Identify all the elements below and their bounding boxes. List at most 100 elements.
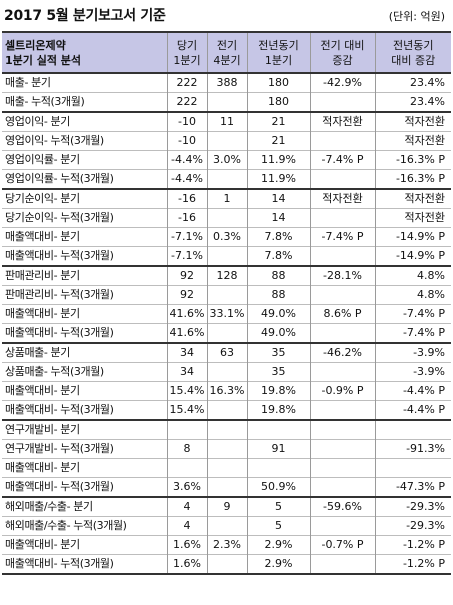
cell-current: 92 — [166, 265, 207, 286]
cell-previous: 16.3% — [206, 381, 247, 401]
cell-current: -16 — [166, 188, 207, 209]
row-label: 매출액대비- 분기 — [2, 458, 167, 478]
row-label: 매출- 누적(3개월) — [2, 92, 167, 112]
row-label: 상품매출- 누적(3개월) — [2, 362, 167, 382]
row-label: 영업이익- 분기 — [2, 111, 167, 132]
cell-qoq-change — [309, 554, 375, 575]
cell-qoq-change — [309, 246, 375, 266]
cell-qoq-change: -7.4% P — [309, 150, 375, 170]
cell-current: -10 — [166, 131, 207, 151]
header-col-yoy-change: 전년동기 대비 증감 — [374, 31, 451, 74]
cell-yoy-change: 4.8% — [374, 285, 451, 305]
table-row: 매출액대비- 분기 -7.1% 0.3% 7.8% -7.4% P -14.9% P — [2, 227, 451, 247]
cell-previous — [206, 362, 247, 382]
row-label: 매출액대비- 분기 — [2, 535, 167, 555]
cell-prior-year: 88 — [246, 285, 310, 305]
cell-yoy-change: -47.3% P — [374, 477, 451, 497]
cell-prior-year: 21 — [246, 111, 310, 132]
header-col-current: 당기 1분기 — [166, 31, 207, 74]
table-row: 매출액대비- 분기 15.4% 16.3% 19.8% -0.9% P -4.4% P — [2, 381, 451, 401]
cell-qoq-change — [309, 439, 375, 459]
cell-qoq-change — [309, 169, 375, 189]
table-row: 매출액대비- 분기 1.6% 2.3% 2.9% -0.7% P -1.2% P — [2, 535, 451, 555]
header-row: 셀트리온제약 1분기 실적 분석 당기 1분기 전기 4분기 전년동기 1분기 … — [2, 31, 451, 74]
cell-current: -16 — [166, 208, 207, 228]
cell-previous — [206, 477, 247, 497]
cell-yoy-change: -16.3% P — [374, 169, 451, 189]
cell-previous — [206, 246, 247, 266]
cell-prior-year: 35 — [246, 342, 310, 363]
row-label: 매출액대비- 누적(3개월) — [2, 323, 167, 343]
cell-current: -4.4% — [166, 169, 207, 189]
cell-yoy-change: -29.3% — [374, 516, 451, 536]
cell-prior-year — [246, 419, 310, 440]
cell-previous — [206, 419, 247, 440]
cell-previous: 11 — [206, 111, 247, 132]
cell-qoq-change: -46.2% — [309, 342, 375, 363]
table-row: 판매관리비- 분기 92 128 88 -28.1% 4.8% — [2, 265, 451, 286]
header-col-previous-l1: 전기 — [216, 38, 238, 52]
header-col-yoy-change-l1: 전년동기 — [393, 38, 434, 52]
cell-prior-year — [246, 458, 310, 478]
cell-previous: 2.3% — [206, 535, 247, 555]
table-row: 매출액대비- 누적(3개월) 41.6% 49.0% -7.4% P — [2, 323, 451, 343]
cell-current: 1.6% — [166, 535, 207, 555]
cell-qoq-change: -42.9% — [309, 73, 375, 93]
table-row: 상품매출- 누적(3개월) 34 35 -3.9% — [2, 362, 451, 382]
cell-previous — [206, 439, 247, 459]
cell-current — [166, 458, 207, 478]
cell-qoq-change — [309, 477, 375, 497]
row-label: 판매관리비- 분기 — [2, 265, 167, 286]
table-row: 매출액대비- 누적(3개월) 3.6% 50.9% -47.3% P — [2, 477, 451, 497]
cell-current: 4 — [166, 516, 207, 536]
cell-prior-year: 5 — [246, 496, 310, 517]
table-subtitle: 1분기 실적 분석 — [5, 53, 82, 67]
earnings-table: 셀트리온제약 1분기 실적 분석 당기 1분기 전기 4분기 전년동기 1분기 … — [2, 31, 451, 575]
cell-current: -4.4% — [166, 150, 207, 170]
cell-prior-year: 5 — [246, 516, 310, 536]
cell-current: 15.4% — [166, 400, 207, 420]
cell-previous: 33.1% — [206, 304, 247, 324]
cell-current: 222 — [166, 92, 207, 112]
table-row: 영업이익- 분기 -10 11 21 적자전환 적자전환 — [2, 111, 451, 132]
cell-qoq-change: 8.6% P — [309, 304, 375, 324]
cell-yoy-change: -16.3% P — [374, 150, 451, 170]
cell-prior-year: 35 — [246, 362, 310, 382]
cell-yoy-change: -3.9% — [374, 342, 451, 363]
header-col-current-l2: 1분기 — [173, 53, 201, 67]
table-row: 연구개발비- 누적(3개월) 8 91 -91.3% — [2, 439, 451, 459]
cell-yoy-change: -14.9% P — [374, 246, 451, 266]
cell-current: 41.6% — [166, 323, 207, 343]
table-row: 매출- 누적(3개월) 222 180 23.4% — [2, 92, 451, 112]
unit-label: (단위: 억원) — [388, 10, 445, 23]
cell-qoq-change — [309, 208, 375, 228]
cell-current: 41.6% — [166, 304, 207, 324]
cell-yoy-change: -3.9% — [374, 362, 451, 382]
cell-qoq-change: -0.7% P — [309, 535, 375, 555]
cell-yoy-change: 적자전환 — [374, 208, 451, 228]
cell-current: 8 — [166, 439, 207, 459]
cell-prior-year: 49.0% — [246, 304, 310, 324]
cell-current: 92 — [166, 285, 207, 305]
cell-current: 15.4% — [166, 381, 207, 401]
cell-yoy-change: 23.4% — [374, 73, 451, 93]
row-label: 매출- 분기 — [5, 76, 51, 89]
header-col-yoy-change-l2: 대비 증감 — [391, 53, 436, 67]
cell-qoq-change — [309, 458, 375, 478]
cell-previous: 128 — [206, 265, 247, 286]
cell-current: 4 — [166, 496, 207, 517]
row-label: 매출액대비- 누적(3개월) — [2, 477, 167, 497]
cell-previous — [206, 169, 247, 189]
cell-qoq-change: 적자전환 — [309, 188, 375, 209]
table-row: 매출액대비- 누적(3개월) 15.4% 19.8% -4.4% P — [2, 400, 451, 420]
cell-yoy-change: -7.4% P — [374, 323, 451, 343]
cell-current: 3.6% — [166, 477, 207, 497]
header-col-prior-year-l1: 전년동기 — [258, 38, 299, 52]
cell-previous: 388 — [206, 73, 247, 93]
table-row: 영업이익률- 분기 -4.4% 3.0% 11.9% -7.4% P -16.3% P — [2, 150, 451, 170]
cell-yoy-change: -4.4% P — [374, 381, 451, 401]
table-row: 당기순이익- 분기 -16 1 14 적자전환 적자전환 — [2, 188, 451, 209]
cell-previous — [206, 131, 247, 151]
cell-previous — [206, 554, 247, 575]
cell-prior-year: 14 — [246, 208, 310, 228]
